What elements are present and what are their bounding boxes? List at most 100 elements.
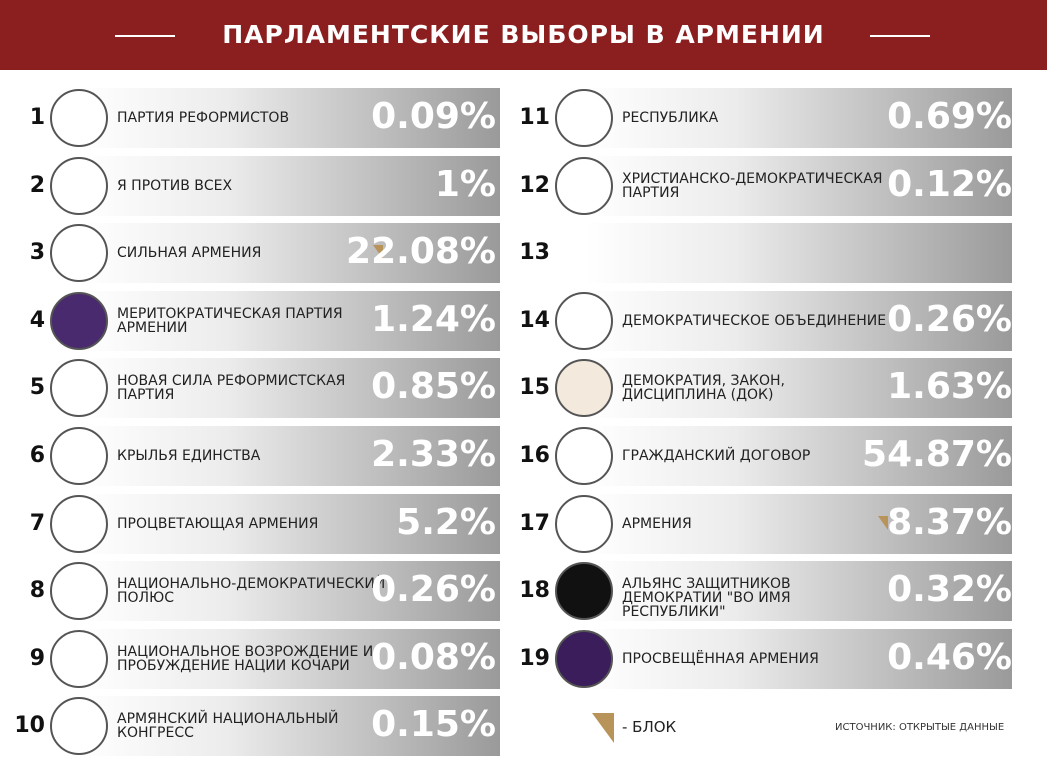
result-bar [585, 88, 1012, 148]
party-result: 0.15% [371, 704, 496, 746]
party-name: КРЫЛЬЯ ЕДИНСТВА [117, 448, 261, 464]
party-number: 9 [29, 645, 45, 671]
party-number: 18 [519, 578, 550, 604]
result-bar [585, 493, 1012, 554]
result-bar [585, 426, 1012, 486]
party-name: ХРИСТИАНСКО-ДЕМОКРАТИЧЕСКАЯ ПАРТИЯ [622, 170, 883, 201]
result-bar [80, 561, 500, 622]
party-name: ПРОСВЕЩЁННАЯ АРМЕНИЯ [622, 650, 819, 667]
result-bar [80, 628, 500, 689]
divider [115, 35, 175, 37]
party-name: ПРОЦВЕТАЮЩАЯ АРМЕНИЯ [117, 515, 319, 532]
party-number: 19 [519, 645, 550, 671]
party-name: Я ПРОТИВ ВСЕХ [117, 177, 233, 194]
header: ПАРЛАМЕНТСКИЕ ВЫБОРЫ В АРМЕНИИ [0, 0, 1047, 70]
party-logo [555, 562, 613, 621]
party-result: 0.26% [371, 569, 496, 611]
party-name: ДЕМОКРАТИЧЕСКОЕ ОБЪЕДИНЕНИЕ [622, 312, 887, 329]
party-result: 1% [434, 163, 496, 205]
party-number: 1 [29, 105, 45, 130]
party-logo [555, 359, 613, 418]
result-bar [585, 628, 1012, 689]
party-number: 4 [29, 307, 45, 333]
party-number: 15 [519, 375, 550, 401]
party-number: 5 [29, 375, 45, 401]
result-bar [80, 696, 500, 757]
party-number: 13 [519, 240, 550, 266]
party-result: 22.08% [346, 231, 496, 273]
result-bar [80, 358, 500, 419]
party-name: НОВАЯ СИЛА РЕФОРМИСТСКАЯ ПАРТИЯ [117, 373, 346, 404]
party-logo [50, 697, 108, 756]
party-number: 12 [519, 172, 550, 198]
party-number: 3 [29, 240, 45, 266]
party-result: 1.63% [887, 366, 1012, 408]
legend-label: - БЛОК [622, 718, 677, 736]
party-result: 2.33% [371, 434, 496, 475]
result-bar [585, 155, 1012, 216]
party-name: МЕРИТОКРАТИЧЕСКАЯ ПАРТИЯ АРМЕНИИ [117, 305, 343, 336]
result-bar [585, 290, 1012, 351]
party-result: 0.09% [371, 96, 496, 137]
party-logo [555, 629, 613, 688]
party-logo [50, 629, 108, 688]
party-logo [50, 156, 108, 215]
party-logo [555, 494, 613, 553]
party-number: 16 [519, 443, 550, 468]
result-bar [80, 223, 500, 284]
party-number: 6 [29, 443, 45, 468]
bloc-icon [373, 245, 383, 260]
title: ПАРЛАМЕНТСКИЕ ВЫБОРЫ В АРМЕНИИ [222, 20, 825, 49]
party-name: СИЛЬНАЯ АРМЕНИЯ [117, 245, 262, 262]
party-logo [50, 427, 108, 485]
bloc-icon [878, 515, 888, 530]
party-number: 7 [29, 510, 45, 536]
party-logo [50, 291, 108, 350]
party-result: 0.26% [887, 298, 1012, 340]
party-name: АЛЬЯНС ЗАЩИТНИКОВ ДЕМОКРАТИИ "ВО ИМЯ РЕС… [622, 576, 791, 621]
party-result: 54.87% [862, 434, 1012, 475]
party-name: АРМЯНСКИЙ НАЦИОНАЛЬНЫЙ КОНГРЕСС [117, 711, 339, 742]
result-bar [585, 223, 1012, 284]
source: ИСТОЧНИК: ОТКРЫТЫЕ ДАННЫЕ [835, 722, 1005, 733]
party-result: 0.85% [371, 366, 496, 408]
party-number: 2 [29, 172, 45, 198]
bloc-icon [592, 713, 614, 743]
party-result: 1.24% [371, 298, 496, 340]
party-name: ДЕМОКРАТИЯ, ЗАКОН, ДИСЦИПЛИНА (ДОК) [622, 373, 785, 404]
party-logo [50, 494, 108, 553]
party-logo [50, 562, 108, 621]
party-logo [555, 89, 613, 147]
party-logo [50, 359, 108, 418]
result-bar [585, 561, 1012, 622]
party-number: 11 [519, 105, 550, 130]
party-name: АРМЕНИЯ [622, 515, 692, 532]
party-result: 0.69% [887, 96, 1012, 137]
party-number: 17 [519, 510, 550, 536]
party-name: ПАРТИЯ РЕФОРМИСТОВ [117, 110, 290, 126]
party-number: 14 [519, 307, 550, 333]
party-name: НАЦИОНАЛЬНО-ДЕМОКРАТИЧЕСКИЙ ПОЛЮС [117, 576, 386, 607]
party-logo [555, 291, 613, 350]
party-result: 0.12% [887, 163, 1012, 205]
result-bar [585, 358, 1012, 419]
party-result: 8.37% [887, 501, 1012, 543]
party-logo [555, 156, 613, 215]
result-bar [80, 88, 500, 148]
party-name: ГРАЖДАНСКИЙ ДОГОВОР [622, 448, 811, 464]
party-logo [50, 89, 108, 147]
party-number: 10 [14, 713, 45, 739]
result-bar [80, 493, 500, 554]
result-bar [80, 426, 500, 486]
result-bar [80, 290, 500, 351]
party-result: 0.08% [371, 636, 496, 678]
party-result: 0.32% [887, 569, 1012, 611]
result-bar [80, 155, 500, 216]
party-name: РЕСПУБЛИКА [622, 110, 719, 126]
party-name: НАЦИОНАЛЬНОЕ ВОЗРОЖДЕНИЕ И ПРОБУЖДЕНИЕ Н… [117, 643, 374, 674]
party-number: 8 [29, 578, 45, 604]
divider [870, 35, 930, 37]
party-logo [50, 224, 108, 283]
party-result: 5.2% [396, 501, 496, 543]
